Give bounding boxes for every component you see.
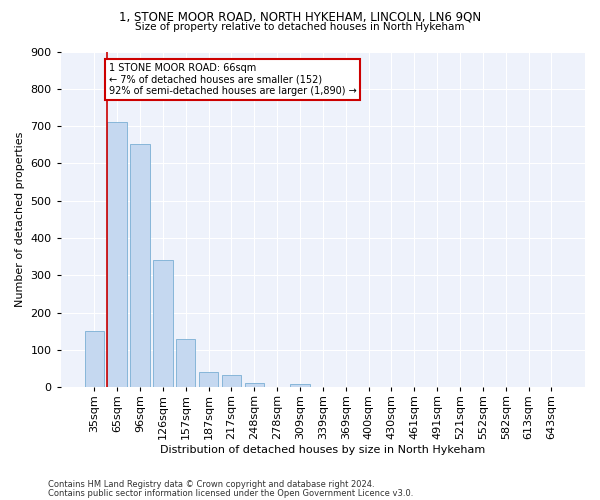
- Text: 1, STONE MOOR ROAD, NORTH HYKEHAM, LINCOLN, LN6 9QN: 1, STONE MOOR ROAD, NORTH HYKEHAM, LINCO…: [119, 10, 481, 23]
- Text: 1 STONE MOOR ROAD: 66sqm
← 7% of detached houses are smaller (152)
92% of semi-d: 1 STONE MOOR ROAD: 66sqm ← 7% of detache…: [109, 62, 356, 96]
- X-axis label: Distribution of detached houses by size in North Hykeham: Distribution of detached houses by size …: [160, 445, 485, 455]
- Bar: [245, 383, 264, 388]
- Bar: [221, 376, 241, 388]
- Bar: [290, 384, 310, 388]
- Bar: [107, 122, 127, 388]
- Text: Size of property relative to detached houses in North Hykeham: Size of property relative to detached ho…: [135, 22, 465, 32]
- Bar: [176, 339, 196, 388]
- Bar: [153, 260, 173, 388]
- Bar: [130, 144, 149, 388]
- Bar: [85, 332, 104, 388]
- Text: Contains public sector information licensed under the Open Government Licence v3: Contains public sector information licen…: [48, 488, 413, 498]
- Text: Contains HM Land Registry data © Crown copyright and database right 2024.: Contains HM Land Registry data © Crown c…: [48, 480, 374, 489]
- Y-axis label: Number of detached properties: Number of detached properties: [15, 132, 25, 307]
- Bar: [199, 372, 218, 388]
